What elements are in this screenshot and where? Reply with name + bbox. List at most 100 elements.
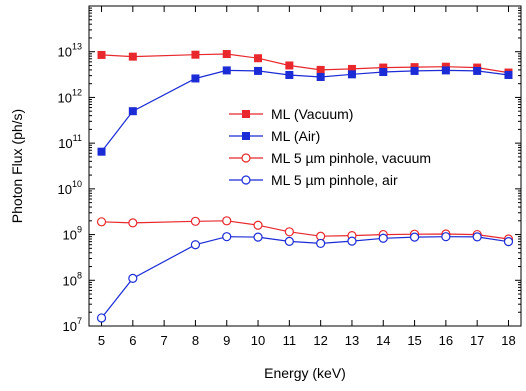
data-point bbox=[254, 66, 263, 75]
series-line bbox=[101, 236, 509, 319]
data-point bbox=[441, 66, 450, 75]
y-tick-label: 108 bbox=[63, 270, 82, 288]
data-point bbox=[128, 52, 137, 61]
data-point bbox=[472, 232, 482, 242]
legend-swatch-marker bbox=[241, 153, 251, 163]
y-tick-exponent: 13 bbox=[72, 42, 82, 52]
x-tick-label: 16 bbox=[439, 333, 453, 348]
x-tick-label: 12 bbox=[313, 333, 327, 348]
y-axis-title: Photon Flux (ph/s) bbox=[9, 109, 25, 223]
data-point bbox=[316, 72, 325, 81]
y-tick-label: 107 bbox=[63, 316, 82, 334]
x-tick-label: 14 bbox=[376, 333, 390, 348]
y-tick-exponent: 10 bbox=[72, 179, 82, 189]
x-tick-label: 9 bbox=[223, 333, 230, 348]
data-point bbox=[347, 236, 357, 246]
data-point bbox=[410, 66, 419, 75]
x-tick-label: 5 bbox=[98, 333, 105, 348]
data-point bbox=[316, 65, 325, 74]
x-tick-label: 17 bbox=[470, 333, 484, 348]
x-tick-label: 6 bbox=[129, 333, 136, 348]
x-axis-title: Energy (keV) bbox=[264, 365, 346, 381]
y-tick-base: 10 bbox=[58, 45, 72, 60]
x-tick-label: 7 bbox=[161, 333, 168, 348]
legend-label: ML (Air) bbox=[271, 128, 320, 144]
data-point bbox=[128, 107, 137, 116]
y-tick-label: 1013 bbox=[58, 42, 82, 60]
legend-item: ML 5 µm pinhole, air bbox=[229, 172, 398, 188]
data-point bbox=[379, 63, 388, 72]
data-point bbox=[379, 67, 388, 76]
data-point bbox=[222, 216, 232, 226]
legend-item: ML 5 µm pinhole, vacuum bbox=[229, 150, 431, 166]
series-1 bbox=[97, 50, 513, 77]
y-tick-label: 1011 bbox=[58, 133, 82, 151]
legend-item: ML (Air) bbox=[229, 128, 320, 144]
data-point bbox=[222, 232, 232, 242]
data-point bbox=[504, 70, 513, 79]
legend: ML (Vacuum) ML (Air) ML 5 µm pinhole, vacu… bbox=[229, 106, 431, 188]
data-point bbox=[347, 70, 356, 79]
data-point bbox=[347, 64, 356, 73]
y-tick-base: 10 bbox=[63, 273, 77, 288]
data-point bbox=[128, 273, 138, 283]
y-tick-base: 10 bbox=[63, 319, 77, 334]
data-point bbox=[441, 232, 451, 242]
data-point bbox=[128, 218, 138, 228]
data-point bbox=[473, 66, 482, 75]
data-point bbox=[190, 216, 201, 226]
y-tick-label: 1010 bbox=[58, 179, 82, 197]
series-4 bbox=[96, 232, 514, 323]
y-tick-exponent: 12 bbox=[72, 87, 82, 97]
data-point bbox=[96, 217, 107, 227]
legend-swatch-marker bbox=[242, 132, 250, 140]
data-point bbox=[222, 50, 231, 59]
plot-frame bbox=[88, 5, 522, 327]
legend-swatch-marker bbox=[242, 110, 250, 118]
data-point bbox=[316, 238, 326, 249]
legend-swatch-marker bbox=[241, 175, 251, 185]
data-point bbox=[97, 50, 106, 59]
ticks-layer: 5 6 7 8 9 10 11 12 13 14 15 16 17 1810710810910101011… bbox=[58, 6, 521, 348]
data-point bbox=[97, 147, 106, 156]
y-tick-label: 1012 bbox=[58, 87, 82, 105]
y-tick-exponent: 7 bbox=[77, 316, 82, 326]
y-tick-exponent: 9 bbox=[77, 225, 82, 235]
x-tick-label: 8 bbox=[192, 333, 199, 348]
data-point bbox=[191, 74, 200, 83]
series-layer bbox=[96, 50, 514, 323]
y-tick-base: 10 bbox=[58, 136, 72, 151]
data-point bbox=[190, 240, 201, 250]
x-tick-label: 15 bbox=[407, 333, 421, 348]
legend-label: ML 5 µm pinhole, air bbox=[271, 172, 398, 188]
x-tick-label: 13 bbox=[345, 333, 359, 348]
data-point bbox=[378, 233, 388, 243]
x-tick-label: 10 bbox=[251, 333, 265, 348]
y-tick-exponent: 11 bbox=[73, 133, 82, 143]
legend-label: ML 5 µm pinhole, vacuum bbox=[271, 150, 431, 166]
data-point bbox=[253, 220, 263, 230]
legend-item: ML (Vacuum) bbox=[229, 106, 353, 122]
data-point bbox=[284, 236, 294, 246]
y-tick-label: 109 bbox=[63, 225, 82, 243]
data-point bbox=[503, 237, 514, 247]
y-tick-base: 10 bbox=[63, 228, 77, 243]
data-point bbox=[191, 50, 200, 59]
data-point bbox=[253, 232, 263, 242]
data-point bbox=[222, 66, 231, 75]
data-point bbox=[409, 232, 420, 242]
data-point bbox=[96, 313, 107, 323]
data-point bbox=[284, 227, 294, 237]
x-tick-label: 11 bbox=[283, 333, 297, 348]
y-tick-exponent: 8 bbox=[77, 270, 82, 280]
series-2 bbox=[97, 66, 513, 156]
y-tick-base: 10 bbox=[58, 90, 72, 105]
data-point bbox=[285, 61, 294, 70]
x-tick-label: 18 bbox=[501, 333, 515, 348]
series-3 bbox=[96, 216, 514, 244]
legend-label: ML (Vacuum) bbox=[271, 106, 353, 122]
data-point bbox=[285, 70, 294, 79]
data-point bbox=[254, 54, 263, 63]
